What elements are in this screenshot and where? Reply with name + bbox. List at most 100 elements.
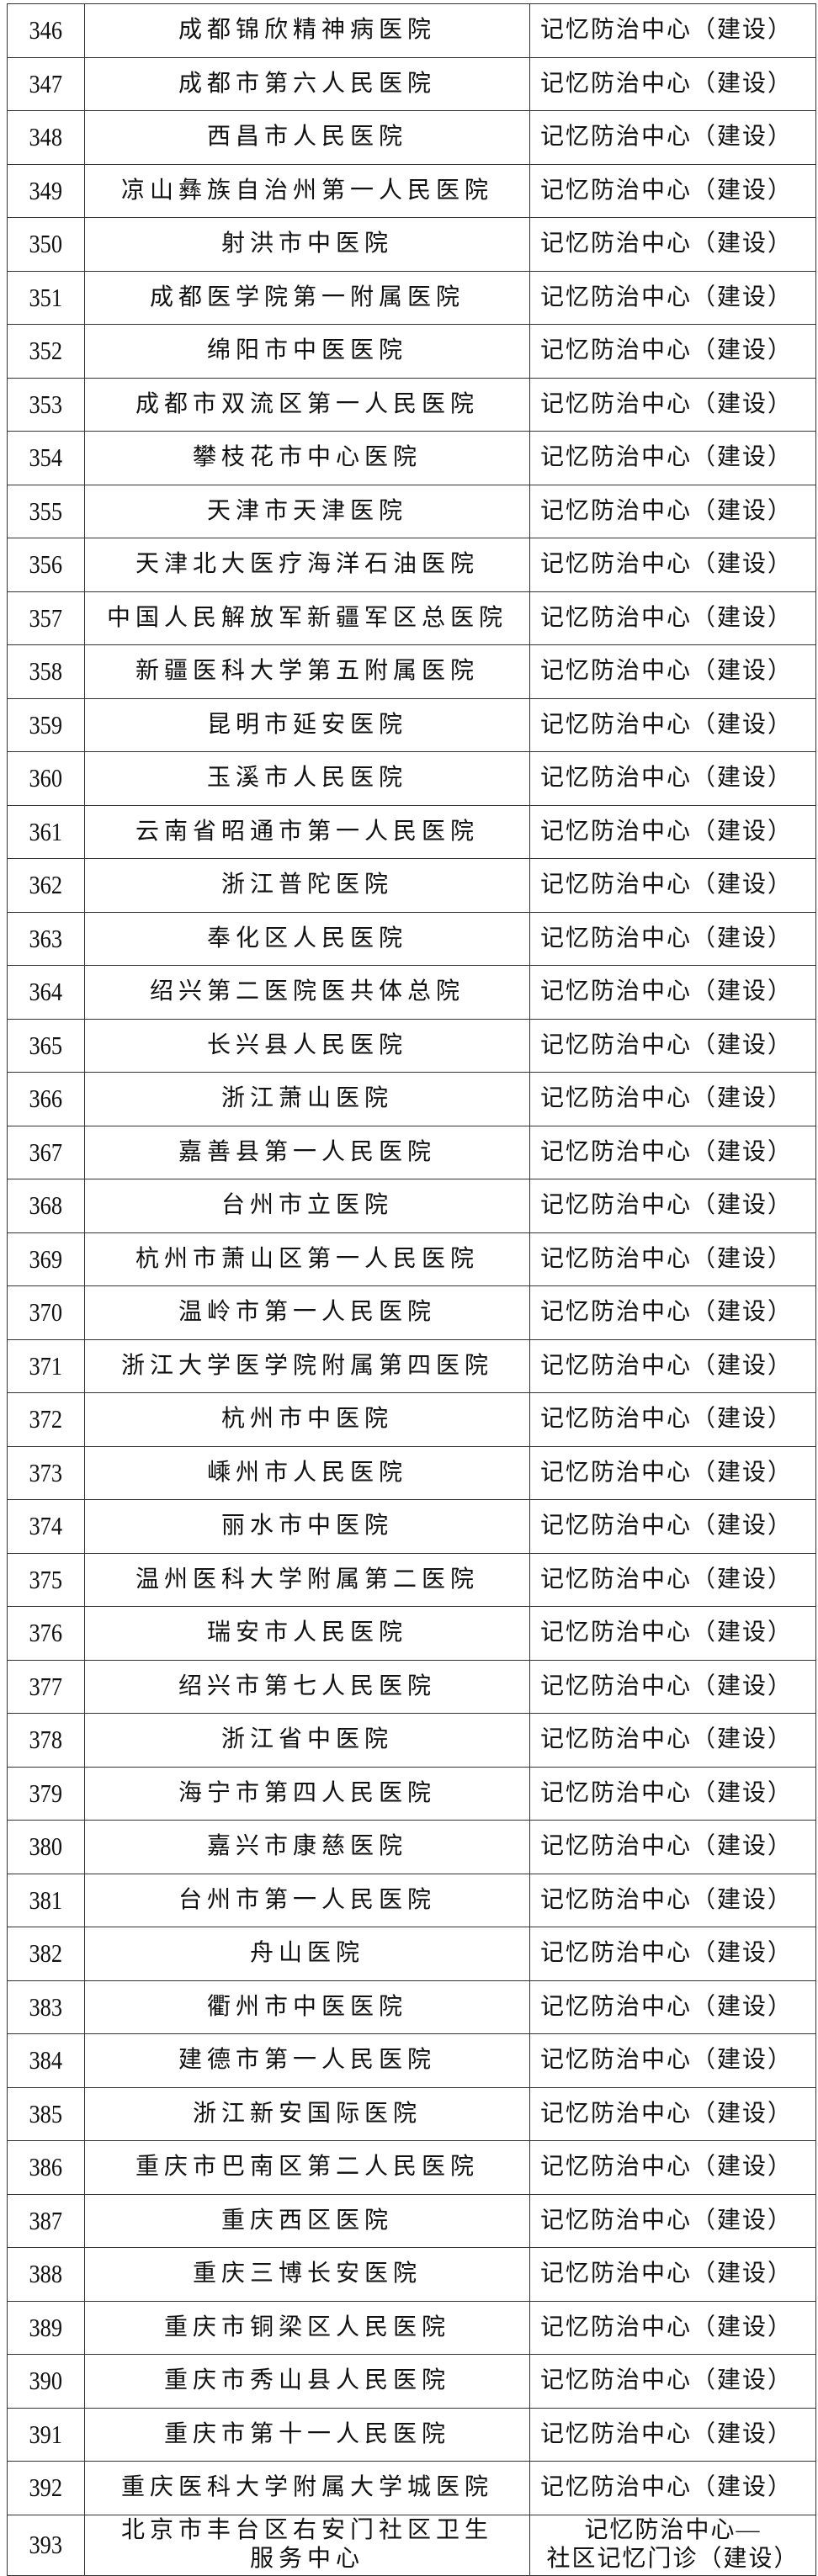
center-status: 记忆防治中心— 社区记忆门诊（建设） [529,2514,816,2576]
row-number: 369 [29,1243,63,1274]
row-number: 367 [29,1137,63,1167]
center-status: 记忆防治中心（建设） [529,1392,816,1447]
row-number: 357 [29,602,63,633]
table-row: 386 重庆市巴南区第二人民医院 记忆防治中心（建设） [7,2140,816,2195]
table-row: 390 重庆市秀山县人民医院 记忆防治中心（建设） [7,2354,816,2409]
row-number: 390 [29,2366,63,2396]
table-row: 383 衢州市中医医院 记忆防治中心（建设） [7,1980,816,2034]
hospital-name: 玉溪市人民医院 [84,751,530,806]
center-status: 记忆防治中心（建设） [529,2461,816,2515]
row-number: 358 [29,656,63,686]
row-number-cell: 379 [7,1766,85,1821]
row-number-cell: 363 [7,911,85,966]
table-row: 382 舟山医院 记忆防治中心（建设） [7,1927,816,1981]
row-number: 386 [29,2152,63,2182]
row-number-cell: 373 [7,1445,85,1500]
hospital-name-line: 服务中心 [249,2546,364,2572]
hospital-name: 天津北大医疗海洋石油医院 [84,538,530,592]
center-status: 记忆防治中心（建设） [529,1179,816,1233]
hospital-name: 成都锦欣精神病医院 [84,3,530,58]
row-number-cell: 377 [7,1659,85,1714]
table-row: 370 温岭市第一人民医院 记忆防治中心（建设） [7,1285,816,1340]
row-number-cell: 358 [7,644,85,699]
center-status: 记忆防治中心（建设） [529,697,816,752]
table-row: 363 奉化区人民医院 记忆防治中心（建设） [7,911,816,966]
row-number-cell: 393 [7,2514,85,2576]
row-number: 368 [29,1190,63,1221]
table-row: 372 杭州市中医院 记忆防治中心（建设） [7,1392,816,1447]
row-number: 380 [29,1831,63,1862]
row-number: 381 [29,1884,63,1915]
table-row: 384 建德市第一人民医院 记忆防治中心（建设） [7,2033,816,2088]
row-number: 352 [29,336,63,366]
hospital-name: 重庆市第十一人民医院 [84,2407,530,2462]
row-number-cell: 367 [7,1125,85,1179]
center-status: 记忆防治中心（建设） [529,1018,816,1073]
row-number-cell: 389 [7,2300,85,2355]
table-row: 369 杭州市萧山区第一人民医院 记忆防治中心（建设） [7,1232,816,1286]
row-number-cell: 350 [7,217,85,272]
row-number: 387 [29,2205,63,2235]
row-number: 376 [29,1618,63,1648]
table-row: 356 天津北大医疗海洋石油医院 记忆防治中心（建设） [7,538,816,592]
center-status: 记忆防治中心（建设） [529,1820,816,1874]
row-number-cell: 348 [7,110,85,165]
center-status: 记忆防治中心（建设） [529,2300,816,2355]
table-row: 365 长兴县人民医院 记忆防治中心（建设） [7,1018,816,1073]
row-number: 364 [29,977,63,1007]
table-row: 389 重庆市铜梁区人民医院 记忆防治中心（建设） [7,2300,816,2355]
row-number-cell: 387 [7,2193,85,2248]
hospital-name: 射洪市中医院 [84,217,530,272]
hospital-name: 北京市丰台区右安门社区卫生 服务中心 [84,2514,530,2576]
center-status: 记忆防治中心（建设） [529,804,816,859]
center-status: 记忆防治中心（建设） [529,965,816,1020]
center-status-line: 记忆防治中心— [584,2517,762,2543]
row-number-cell: 351 [7,270,85,325]
row-number-cell: 380 [7,1820,85,1874]
center-status: 记忆防治中心（建设） [529,858,816,913]
center-status: 记忆防治中心（建设） [529,270,816,325]
row-number: 371 [29,1350,63,1381]
center-status-line: 社区记忆门诊（建设） [546,2546,799,2572]
table-row: 358 新疆医科大学第五附属医院 记忆防治中心（建设） [7,644,816,699]
table-row: 354 攀枝花市中心医院 记忆防治中心（建设） [7,431,816,485]
row-number: 354 [29,443,63,473]
center-status: 记忆防治中心（建设） [529,1606,816,1661]
center-status: 记忆防治中心（建设） [529,1072,816,1126]
table-row: 388 重庆三博长安医院 记忆防治中心（建设） [7,2247,816,2302]
row-number-cell: 361 [7,804,85,859]
hospital-name: 成都市第六人民医院 [84,56,530,111]
table-row: 385 浙江新安国际医院 记忆防治中心（建设） [7,2086,816,2141]
hospital-name: 绵阳市中医医院 [84,324,530,379]
row-number-cell: 347 [7,56,85,111]
hospital-name: 重庆三博长安医院 [84,2247,530,2302]
hospital-name: 浙江萧山医院 [84,1072,530,1126]
table-row: 379 海宁市第四人民医院 记忆防治中心（建设） [7,1766,816,1821]
row-number: 382 [29,1938,63,1969]
center-status: 记忆防治中心（建设） [529,1873,816,1927]
hospital-name: 成都市双流区第一人民医院 [84,377,530,432]
row-number: 347 [29,68,63,98]
row-number: 377 [29,1671,63,1701]
center-status: 记忆防治中心（建设） [529,2140,816,2195]
center-status: 记忆防治中心（建设） [529,1125,816,1179]
center-status: 记忆防治中心（建设） [529,110,816,165]
table-row: 391 重庆市第十一人民医院 记忆防治中心（建设） [7,2407,816,2462]
table-row: 346 成都锦欣精神病医院 记忆防治中心（建设） [7,3,816,58]
row-number-cell: 369 [7,1232,85,1286]
center-status: 记忆防治中心（建设） [529,2033,816,2088]
hospital-name: 台州市第一人民医院 [84,1873,530,1927]
row-number-cell: 378 [7,1713,85,1768]
hospital-name: 丽水市中医院 [84,1499,530,1554]
row-number-cell: 360 [7,751,85,806]
row-number-cell: 376 [7,1606,85,1661]
row-number: 356 [29,549,63,580]
row-number: 360 [29,763,63,793]
row-number: 353 [29,389,63,419]
row-number-cell: 375 [7,1552,85,1607]
center-status: 记忆防治中心（建设） [529,431,816,485]
row-number: 392 [29,2473,63,2503]
hospital-name: 杭州市中医院 [84,1392,530,1447]
hospital-name: 温州医科大学附属第二医院 [84,1552,530,1607]
center-status: 记忆防治中心（建设） [529,56,816,111]
